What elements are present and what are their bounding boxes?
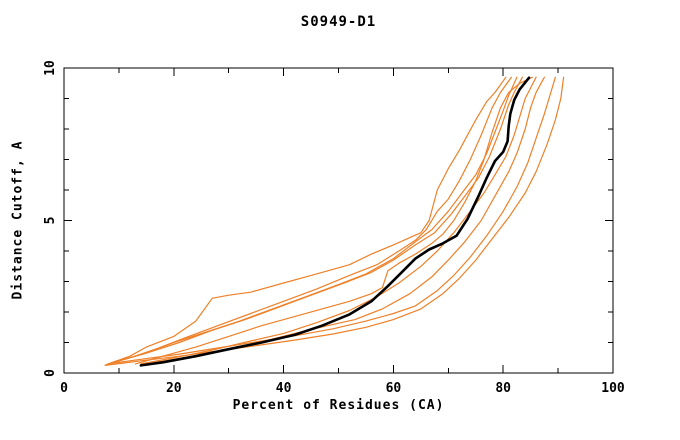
model-line-model-1 <box>107 76 507 365</box>
x-tick-label: 100 <box>601 381 625 396</box>
reference-line <box>139 76 531 367</box>
model-line-model-4 <box>118 76 524 362</box>
chart-title: S0949-D1 <box>300 14 377 30</box>
x-tick-label: 40 <box>276 381 292 396</box>
model-line-model-3 <box>112 76 518 363</box>
model-line-model-5 <box>134 76 533 365</box>
y-tick-label: 0 <box>43 369 58 377</box>
x-tick-label: 60 <box>386 381 402 396</box>
model-line-model-6 <box>140 76 537 365</box>
x-tick-label: 80 <box>495 381 511 396</box>
x-tick-label: 0 <box>60 381 68 396</box>
y-tick-label: 5 <box>43 217 58 225</box>
model-line-model-2 <box>104 76 512 366</box>
y-tick-label: 10 <box>43 60 58 76</box>
model-line-model-8 <box>107 76 557 365</box>
model-line-model-9 <box>104 76 565 366</box>
model-line-model-7 <box>140 76 546 366</box>
x-tick-label: 20 <box>166 381 182 396</box>
x-axis-label: Percent of Residues (CA) <box>232 398 445 413</box>
